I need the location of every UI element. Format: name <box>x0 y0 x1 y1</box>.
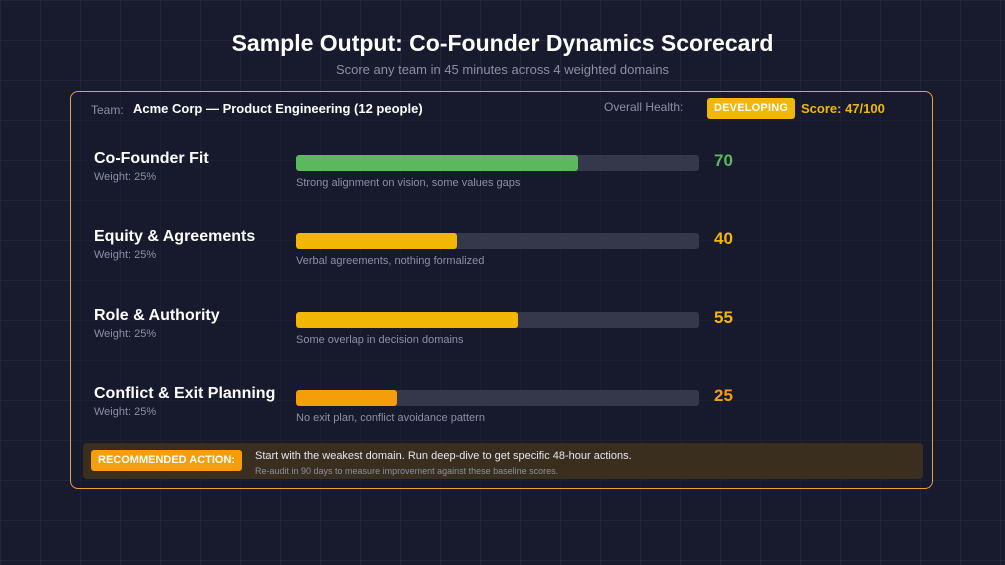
domain-row-co-founder-fit: Co-Founder Fit Weight: 25% Strong alignm… <box>71 150 934 210</box>
score-bar-track <box>296 155 699 171</box>
domain-score: 70 <box>714 151 733 170</box>
team-label: Team: <box>91 103 124 117</box>
domain-note: Verbal agreements, nothing formalized <box>296 255 485 267</box>
health-status-badge: DEVELOPING <box>707 98 796 119</box>
domain-name: Conflict & Exit Planning <box>94 385 276 402</box>
score-bar-fill <box>296 233 458 249</box>
team-name: Acme Corp — Product Engineering (12 peop… <box>133 101 423 116</box>
domain-row-equity-agreements: Equity & Agreements Weight: 25% Verbal a… <box>71 228 934 288</box>
domain-name: Co-Founder Fit <box>94 150 209 167</box>
domain-note: Some overlap in decision domains <box>296 334 464 346</box>
overall-score: Score: 47/100 <box>801 101 885 116</box>
domain-weight: Weight: 25% <box>94 249 157 261</box>
score-bar-fill <box>296 312 518 328</box>
score-bar-fill <box>296 390 397 406</box>
domain-weight: Weight: 25% <box>94 328 157 340</box>
recommended-action-box: RECOMMENDED ACTION: Start with the weake… <box>83 443 923 479</box>
score-bar-track <box>296 390 699 406</box>
domain-name: Role & Authority <box>94 307 220 324</box>
recommended-action-subtext: Re-audit in 90 days to measure improveme… <box>255 466 559 476</box>
domain-note: No exit plan, conflict avoidance pattern <box>296 412 485 424</box>
domain-row-conflict-exit-planning: Conflict & Exit Planning Weight: 25% No … <box>71 385 934 445</box>
score-bar-fill <box>296 155 579 171</box>
domain-score: 25 <box>714 386 733 405</box>
domain-weight: Weight: 25% <box>94 171 157 183</box>
domain-row-role-authority: Role & Authority Weight: 25% Some overla… <box>71 307 934 367</box>
domain-score: 55 <box>714 308 733 327</box>
domain-weight: Weight: 25% <box>94 406 157 418</box>
domain-note: Strong alignment on vision, some values … <box>296 177 521 189</box>
scorecard-panel: Team: Acme Corp — Product Engineering (1… <box>70 91 933 489</box>
score-bar-track <box>296 233 699 249</box>
recommended-action-badge: RECOMMENDED ACTION: <box>91 450 243 471</box>
domain-score: 40 <box>714 229 733 248</box>
score-bar-track <box>296 312 699 328</box>
domain-name: Equity & Agreements <box>94 228 256 245</box>
overall-health-label: Overall Health: <box>604 100 684 114</box>
recommended-action-text: Start with the weakest domain. Run deep-… <box>255 450 632 462</box>
page-title: Sample Output: Co-Founder Dynamics Score… <box>231 30 774 56</box>
page-subtitle: Score any team in 45 minutes across 4 we… <box>335 62 670 77</box>
